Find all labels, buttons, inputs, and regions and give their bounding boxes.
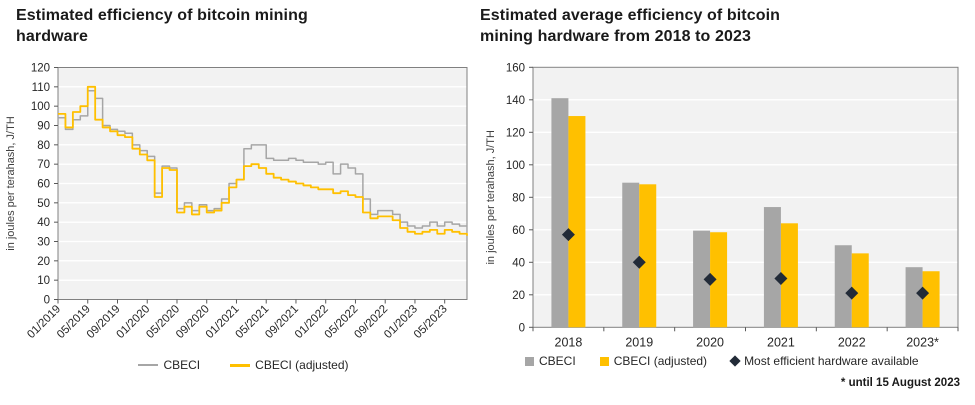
y-tick-label: 140 — [506, 95, 525, 107]
y-tick-label: 10 — [37, 275, 50, 287]
diamond-most-efficient — [916, 286, 930, 300]
right-chart-title: Estimated average efficiency of bitcoin … — [480, 5, 950, 47]
cbeci-line-swatch — [138, 364, 159, 366]
bar-cbeci — [834, 245, 852, 328]
bar-cbeci — [693, 230, 711, 328]
right-chart-legend: CBECI CBECI (adjusted) Most efficient ha… — [487, 354, 975, 368]
cbeci-adjusted-square-swatch — [599, 356, 609, 366]
y-tick-label: 40 — [37, 217, 50, 229]
y-tick-label: 110 — [32, 82, 50, 94]
bar-cbeci-adjusted — [710, 232, 728, 328]
series-line-cbeci — [58, 89, 467, 229]
category-label: 2020 — [696, 335, 724, 349]
most-efficient-diamond-swatch — [729, 355, 741, 367]
y-tick-label: 30 — [37, 237, 50, 249]
y-tick-label: 40 — [512, 257, 525, 269]
y-tick-label: 80 — [37, 140, 50, 152]
left-chart-title-line1: Estimated efficiency of bitcoin mining — [16, 7, 308, 24]
legend-item-most-efficient: Most efficient hardware available — [729, 354, 919, 368]
y-tick-label: 90 — [37, 121, 50, 133]
diamond-most-efficient — [703, 272, 717, 286]
legend-item-cbeci-adjusted-bar: CBECI (adjusted) — [599, 354, 708, 368]
category-label: 2021 — [767, 335, 795, 349]
footnote: * until 15 August 2023 — [840, 377, 960, 389]
y-tick-label: 100 — [31, 101, 50, 113]
y-tick-label: 60 — [512, 225, 525, 237]
category-label: 2022 — [838, 335, 866, 349]
y-tick-label: 80 — [512, 192, 525, 204]
diamond-most-efficient — [774, 272, 788, 286]
y-tick-label: 0 — [519, 322, 525, 334]
series-line-cbeci-adjusted — [58, 85, 468, 236]
bar-chart-svg: 0 20 40 60 80 100 120 140 160 in joules per terah… — [485, 62, 959, 349]
y-tick-label: 60 — [37, 179, 50, 191]
right-chart-title-line1: Estimated average efficiency of bitcoin — [480, 7, 780, 24]
bar-cbeci — [763, 207, 781, 328]
category-label: 2018 — [555, 335, 583, 349]
bar-cbeci-adjusted — [780, 223, 798, 328]
diamond-most-efficient — [561, 228, 575, 242]
line-chart-svg: 0 10 20 30 40 50 60 70 80 90 100 110 120 in joules pe… — [5, 63, 468, 341]
left-chart-title-line2: hardware — [16, 28, 88, 46]
category-label: 2023* — [906, 335, 939, 349]
y-tick-label: 20 — [512, 290, 525, 302]
bar-cbeci — [905, 267, 923, 328]
bar-cbeci — [622, 182, 640, 328]
right-chart-title-line2: mining hardware from 2018 to 2023 — [480, 28, 751, 46]
y-tick-label: 100 — [506, 160, 525, 172]
x-tick-label: 05/2023 — [412, 303, 450, 341]
cbeci-adjusted-line-swatch — [230, 363, 251, 367]
y-tick-label: 120 — [31, 63, 50, 75]
legend-label-cbeci-bar: CBECI — [539, 354, 576, 368]
legend-label-cbeci: CBECI — [163, 358, 201, 372]
y-axis-title: in joules per terahash, J/TH — [485, 130, 497, 265]
left-chart-title: Estimated efficiency of bitcoin mining h… — [16, 5, 476, 47]
bar-cbeci — [551, 98, 569, 328]
y-tick-label: 20 — [37, 256, 50, 268]
y-tick-label: 120 — [506, 127, 525, 139]
cbeci-square-swatch — [525, 356, 534, 366]
legend-item-cbeci-adjusted: CBECI (adjusted) — [230, 358, 349, 372]
y-tick-label: 0 — [44, 295, 50, 307]
y-axis-title: in joules per terahash, J/TH — [5, 116, 17, 251]
legend-label-cbeci-adjusted: CBECI (adjusted) — [255, 358, 349, 372]
bar-cbeci-adjusted — [568, 116, 586, 328]
y-tick-label: 70 — [37, 159, 50, 171]
y-tick-label: 50 — [37, 198, 50, 210]
legend-item-cbeci-bar: CBECI — [525, 354, 576, 368]
bar-cbeci-adjusted — [922, 271, 940, 328]
y-tick-label: 160 — [506, 62, 525, 74]
legend-label-most-efficient: Most efficient hardware available — [744, 354, 919, 368]
left-chart-legend: CBECI CBECI (adjusted) — [0, 358, 487, 372]
category-label: 2019 — [625, 335, 653, 349]
bar-cbeci-adjusted — [639, 184, 657, 328]
diamond-most-efficient — [845, 286, 859, 300]
legend-item-cbeci: CBECI — [138, 358, 200, 372]
legend-label-cbeci-adjusted-bar: CBECI (adjusted) — [613, 354, 708, 368]
bar-cbeci-adjusted — [851, 253, 869, 328]
